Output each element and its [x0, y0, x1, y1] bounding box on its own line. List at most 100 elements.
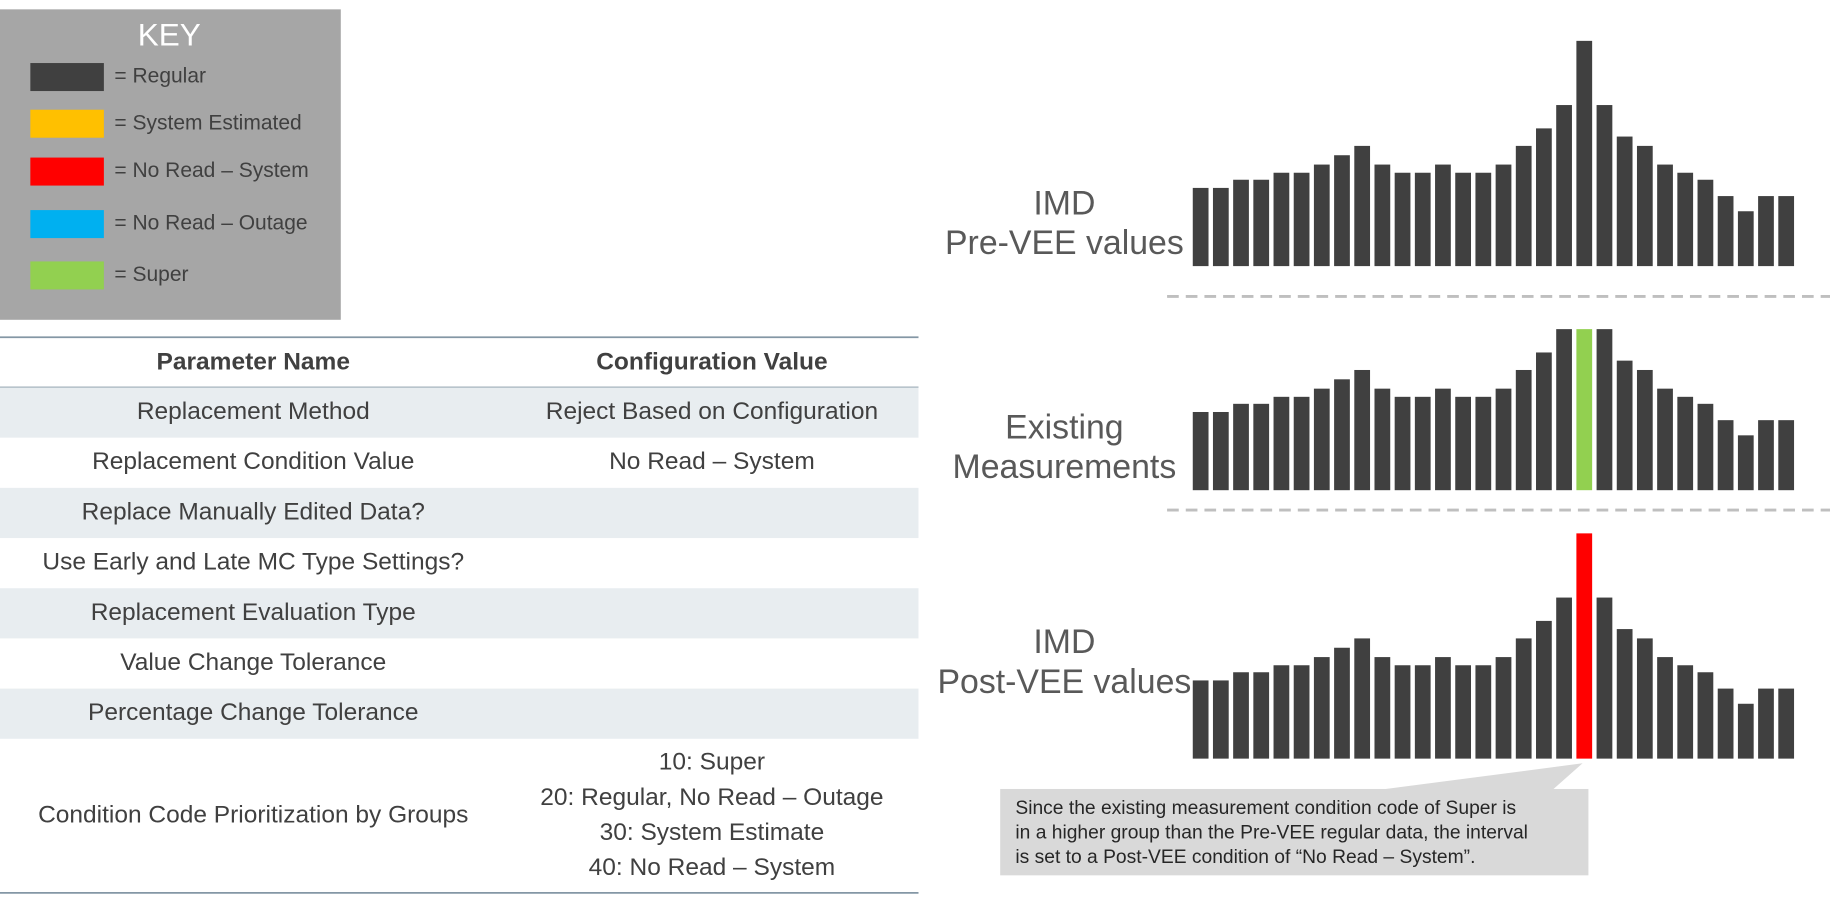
callout-pointer	[1377, 763, 1583, 791]
bar	[1536, 620, 1552, 759]
bar	[1273, 172, 1290, 267]
callout-box	[1000, 788, 1589, 876]
bar	[1737, 211, 1754, 267]
bar	[1455, 396, 1472, 491]
bar	[1616, 136, 1633, 267]
key-swatch	[30, 210, 104, 239]
bar	[1636, 369, 1653, 491]
table-header: Parameter Name	[157, 348, 350, 375]
key-swatch	[30, 63, 104, 92]
table-row-bg	[0, 588, 919, 639]
bar	[1697, 403, 1714, 491]
bar	[1515, 369, 1532, 491]
bar	[1475, 396, 1492, 491]
key-label: = System Estimated	[114, 111, 301, 134]
bar	[1677, 172, 1694, 267]
bar	[1576, 329, 1593, 491]
bar	[1313, 388, 1330, 491]
bar	[1758, 688, 1774, 759]
bar	[1717, 196, 1734, 267]
bar	[1374, 388, 1391, 491]
table-cell: Condition Code Prioritization by Groups	[38, 801, 468, 828]
key-label: = Regular	[114, 65, 206, 88]
bar	[1293, 172, 1310, 267]
bar	[1475, 172, 1492, 267]
bar	[1354, 369, 1371, 491]
chart-label: IMD	[1033, 623, 1095, 661]
callout-text: in a higher group than the Pre-VEE regul…	[1015, 822, 1528, 843]
table-row-bg	[0, 688, 919, 739]
key-label: = Super	[114, 263, 188, 286]
key-title: KEY	[138, 17, 201, 53]
bar	[1475, 665, 1492, 759]
bar	[1495, 657, 1512, 759]
bar	[1212, 680, 1229, 759]
bar	[1233, 179, 1249, 267]
bar	[1576, 533, 1593, 759]
bar	[1334, 379, 1350, 491]
bar	[1536, 128, 1552, 267]
key-swatch	[30, 157, 104, 186]
bar	[1596, 105, 1613, 267]
bar	[1677, 665, 1694, 759]
bar	[1778, 420, 1795, 491]
table-cell: Value Change Tolerance	[120, 649, 386, 676]
bar	[1394, 665, 1411, 759]
table-cell: 10: Super	[659, 749, 765, 776]
bar	[1677, 396, 1694, 491]
bar	[1414, 665, 1431, 759]
bar	[1293, 396, 1310, 491]
bar	[1455, 172, 1472, 267]
bar	[1435, 657, 1451, 759]
table-cell: Reject Based on Configuration	[546, 398, 878, 425]
bar	[1596, 329, 1613, 491]
bar	[1737, 435, 1754, 491]
bar	[1435, 164, 1451, 267]
table-cell: Use Early and Late MC Type Settings?	[42, 549, 464, 576]
table-row-bg	[0, 487, 919, 539]
key-swatch	[30, 109, 104, 138]
bar	[1515, 145, 1532, 267]
table-cell: Percentage Change Tolerance	[88, 699, 419, 726]
bar	[1233, 672, 1249, 759]
table-row-bg	[0, 387, 919, 438]
table-cell: 30: System Estimate	[600, 819, 825, 846]
callout-text: Since the existing measurement condition…	[1015, 798, 1516, 819]
bar	[1778, 688, 1795, 759]
chart-label: Pre-VEE values	[945, 224, 1184, 262]
bar	[1616, 360, 1633, 491]
table-cell: Replacement Method	[137, 398, 370, 425]
bar	[1253, 672, 1270, 759]
bar	[1576, 40, 1593, 267]
bar	[1697, 672, 1714, 759]
bar	[1354, 638, 1371, 759]
chart-label: Existing	[1005, 408, 1123, 446]
key-swatch	[30, 261, 104, 290]
bar	[1737, 703, 1754, 759]
bar	[1212, 187, 1229, 267]
table-header: Configuration Value	[596, 348, 827, 375]
chart-label: Post-VEE values	[937, 663, 1191, 701]
bar	[1293, 665, 1310, 759]
bar	[1758, 420, 1774, 491]
bar	[1354, 145, 1371, 267]
table-cell: Replacement Evaluation Type	[91, 599, 416, 626]
bar	[1313, 657, 1330, 759]
bar	[1313, 164, 1330, 267]
bar	[1334, 647, 1350, 759]
table-cell: Replacement Condition Value	[92, 448, 414, 475]
bar	[1636, 638, 1653, 759]
bar	[1616, 629, 1633, 759]
table-cell: 20: Regular, No Read – Outage	[540, 784, 883, 811]
bar	[1192, 411, 1209, 491]
bar	[1636, 145, 1653, 267]
bar	[1657, 388, 1673, 491]
bar	[1435, 388, 1451, 491]
bar	[1192, 187, 1209, 267]
bar	[1556, 105, 1572, 267]
bar	[1495, 164, 1512, 267]
bar	[1515, 638, 1532, 759]
table-cell: Replace Manually Edited Data?	[82, 498, 425, 525]
key-label: = No Read – Outage	[114, 212, 307, 235]
